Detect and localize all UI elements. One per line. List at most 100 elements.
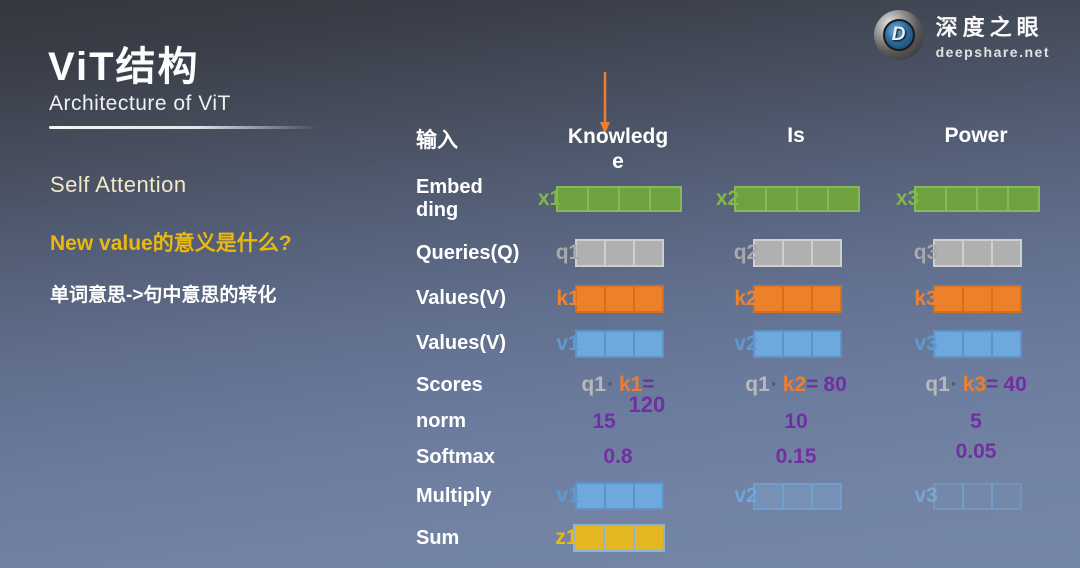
down-arrow-icon bbox=[600, 72, 610, 134]
query-block bbox=[962, 239, 994, 267]
value-v1-cell: v1 bbox=[530, 321, 706, 366]
key-k1-cell: k1 bbox=[530, 276, 706, 321]
embedding-block bbox=[796, 186, 830, 212]
vector-q1: q1 bbox=[556, 239, 665, 267]
page-title: ViT结构 bbox=[48, 45, 200, 89]
query-block bbox=[633, 239, 665, 267]
embedding-block bbox=[765, 186, 799, 212]
weighted-vector-v1: v1 bbox=[556, 482, 664, 510]
multiply-v2-cell: v2 bbox=[706, 475, 886, 517]
key-block bbox=[574, 284, 606, 313]
norm-3-cell: 5 bbox=[886, 404, 1066, 439]
score-2-cell: q1· k2= 80 bbox=[706, 366, 886, 404]
subtitle-divider bbox=[49, 126, 317, 129]
softmax-value-1: 0.8 bbox=[603, 445, 633, 468]
page-subtitle: Architecture of ViT bbox=[49, 92, 231, 115]
weighted-vector-v2: v2 bbox=[734, 482, 842, 510]
embedding-x1-cell: x1 bbox=[530, 168, 706, 230]
key-block bbox=[752, 284, 784, 313]
softmax-3-cell: 0.05 bbox=[886, 439, 1066, 475]
multiply-block bbox=[961, 482, 993, 510]
multiply-block bbox=[810, 482, 842, 510]
norm-value-2: 10 bbox=[784, 409, 808, 433]
answer-text: 单词意思->句中意思的转化 bbox=[50, 285, 277, 306]
multiply-block bbox=[632, 482, 664, 510]
multiply-block bbox=[990, 482, 1022, 510]
sum-block bbox=[602, 524, 635, 552]
row-label-values: Values(V) bbox=[416, 332, 507, 354]
value-block bbox=[990, 329, 1022, 358]
query-q3-cell: q3 bbox=[886, 230, 1066, 276]
vector-v3: v3 bbox=[914, 329, 1022, 358]
score-expression-3: q1· k3= 40 bbox=[925, 373, 1027, 396]
multiply-block bbox=[781, 482, 813, 510]
row-label-softmax: Softmax bbox=[416, 445, 495, 468]
embedding-x3-cell: x3 bbox=[886, 168, 1066, 230]
norm-1-cell: 15 bbox=[530, 404, 706, 439]
row-label-queries: Queries(Q) bbox=[416, 241, 520, 264]
softmax-2-cell: 0.15 bbox=[706, 439, 886, 475]
multiply-block bbox=[603, 482, 635, 510]
key-block bbox=[961, 284, 993, 313]
input-label: 输入 bbox=[416, 129, 458, 152]
value-block bbox=[961, 329, 993, 358]
value-block bbox=[781, 329, 813, 358]
vector-x2: x2 bbox=[716, 186, 861, 212]
logo-text: 深度之眼 deepshare.net bbox=[936, 10, 1050, 60]
vector-v1: v1 bbox=[556, 329, 664, 358]
multiply-v1-cell: v1 bbox=[530, 475, 706, 517]
value-v2-cell: v2 bbox=[706, 321, 886, 366]
query-block bbox=[575, 239, 607, 267]
embedding-block bbox=[587, 186, 621, 212]
sum-empty-cell bbox=[706, 517, 886, 559]
section-heading: Self Attention bbox=[50, 172, 187, 197]
vector-q2: q2 bbox=[734, 239, 843, 267]
column-header-knowledge: Knowledge bbox=[567, 125, 669, 174]
query-q1-cell: q1 bbox=[530, 230, 706, 276]
query-block bbox=[604, 239, 636, 267]
query-block bbox=[991, 239, 1023, 267]
softmax-1-cell: 0.8 bbox=[530, 439, 706, 475]
embedding-block bbox=[649, 186, 683, 212]
softmax-value-2: 0.15 bbox=[775, 445, 817, 468]
value-v3-cell: v3 bbox=[886, 321, 1066, 366]
embedding-block bbox=[618, 186, 652, 212]
key-block bbox=[632, 284, 664, 313]
row-label-norm: norm bbox=[416, 410, 466, 432]
row-label-scores: Scores bbox=[416, 373, 483, 396]
vector-x1: x1 bbox=[538, 186, 683, 212]
value-block bbox=[603, 329, 635, 358]
sum-empty-cell bbox=[886, 517, 1066, 559]
logo-site-url: deepshare.net bbox=[935, 44, 1050, 60]
key-block bbox=[603, 284, 635, 313]
query-block bbox=[811, 239, 843, 267]
score-value-1: 120 bbox=[628, 392, 666, 417]
softmax-value-3: 0.05 bbox=[955, 440, 997, 463]
weighted-vector-v3: v3 bbox=[914, 482, 1022, 510]
query-block bbox=[782, 239, 814, 267]
deepshare-logo: D 深度之眼 deepshare.net bbox=[873, 10, 1050, 60]
value-block bbox=[932, 329, 964, 358]
norm-value-3: 5 bbox=[970, 409, 982, 433]
logo-brand-name: 深度之眼 bbox=[935, 15, 1044, 40]
embedding-x2-cell: x2 bbox=[706, 168, 886, 230]
vector-x3: x3 bbox=[896, 186, 1041, 212]
sum-z1-cell: z1 bbox=[530, 517, 706, 559]
key-k3-cell: k3 bbox=[886, 276, 1066, 321]
sum-block bbox=[632, 524, 665, 552]
embedding-block bbox=[914, 186, 948, 212]
column-header-is: Is bbox=[787, 124, 805, 147]
multiply-v3-cell: v3 bbox=[886, 475, 1066, 517]
column-header-power: Power bbox=[944, 124, 1008, 147]
row-label-keys: Values(V) bbox=[416, 287, 507, 309]
eye-iris-icon: D bbox=[882, 19, 915, 51]
key-k2-cell: k2 bbox=[706, 276, 886, 321]
vector-q3: q3 bbox=[914, 239, 1023, 267]
vector-v2: v2 bbox=[734, 329, 842, 358]
input-header-cell: 输入 bbox=[402, 114, 530, 168]
vector-k3: k3 bbox=[914, 284, 1022, 313]
row-label-multiply: Multiply bbox=[416, 484, 492, 507]
embedding-block bbox=[945, 186, 979, 212]
embedding-block bbox=[827, 186, 861, 212]
row-label-sum: Sum bbox=[416, 526, 460, 549]
